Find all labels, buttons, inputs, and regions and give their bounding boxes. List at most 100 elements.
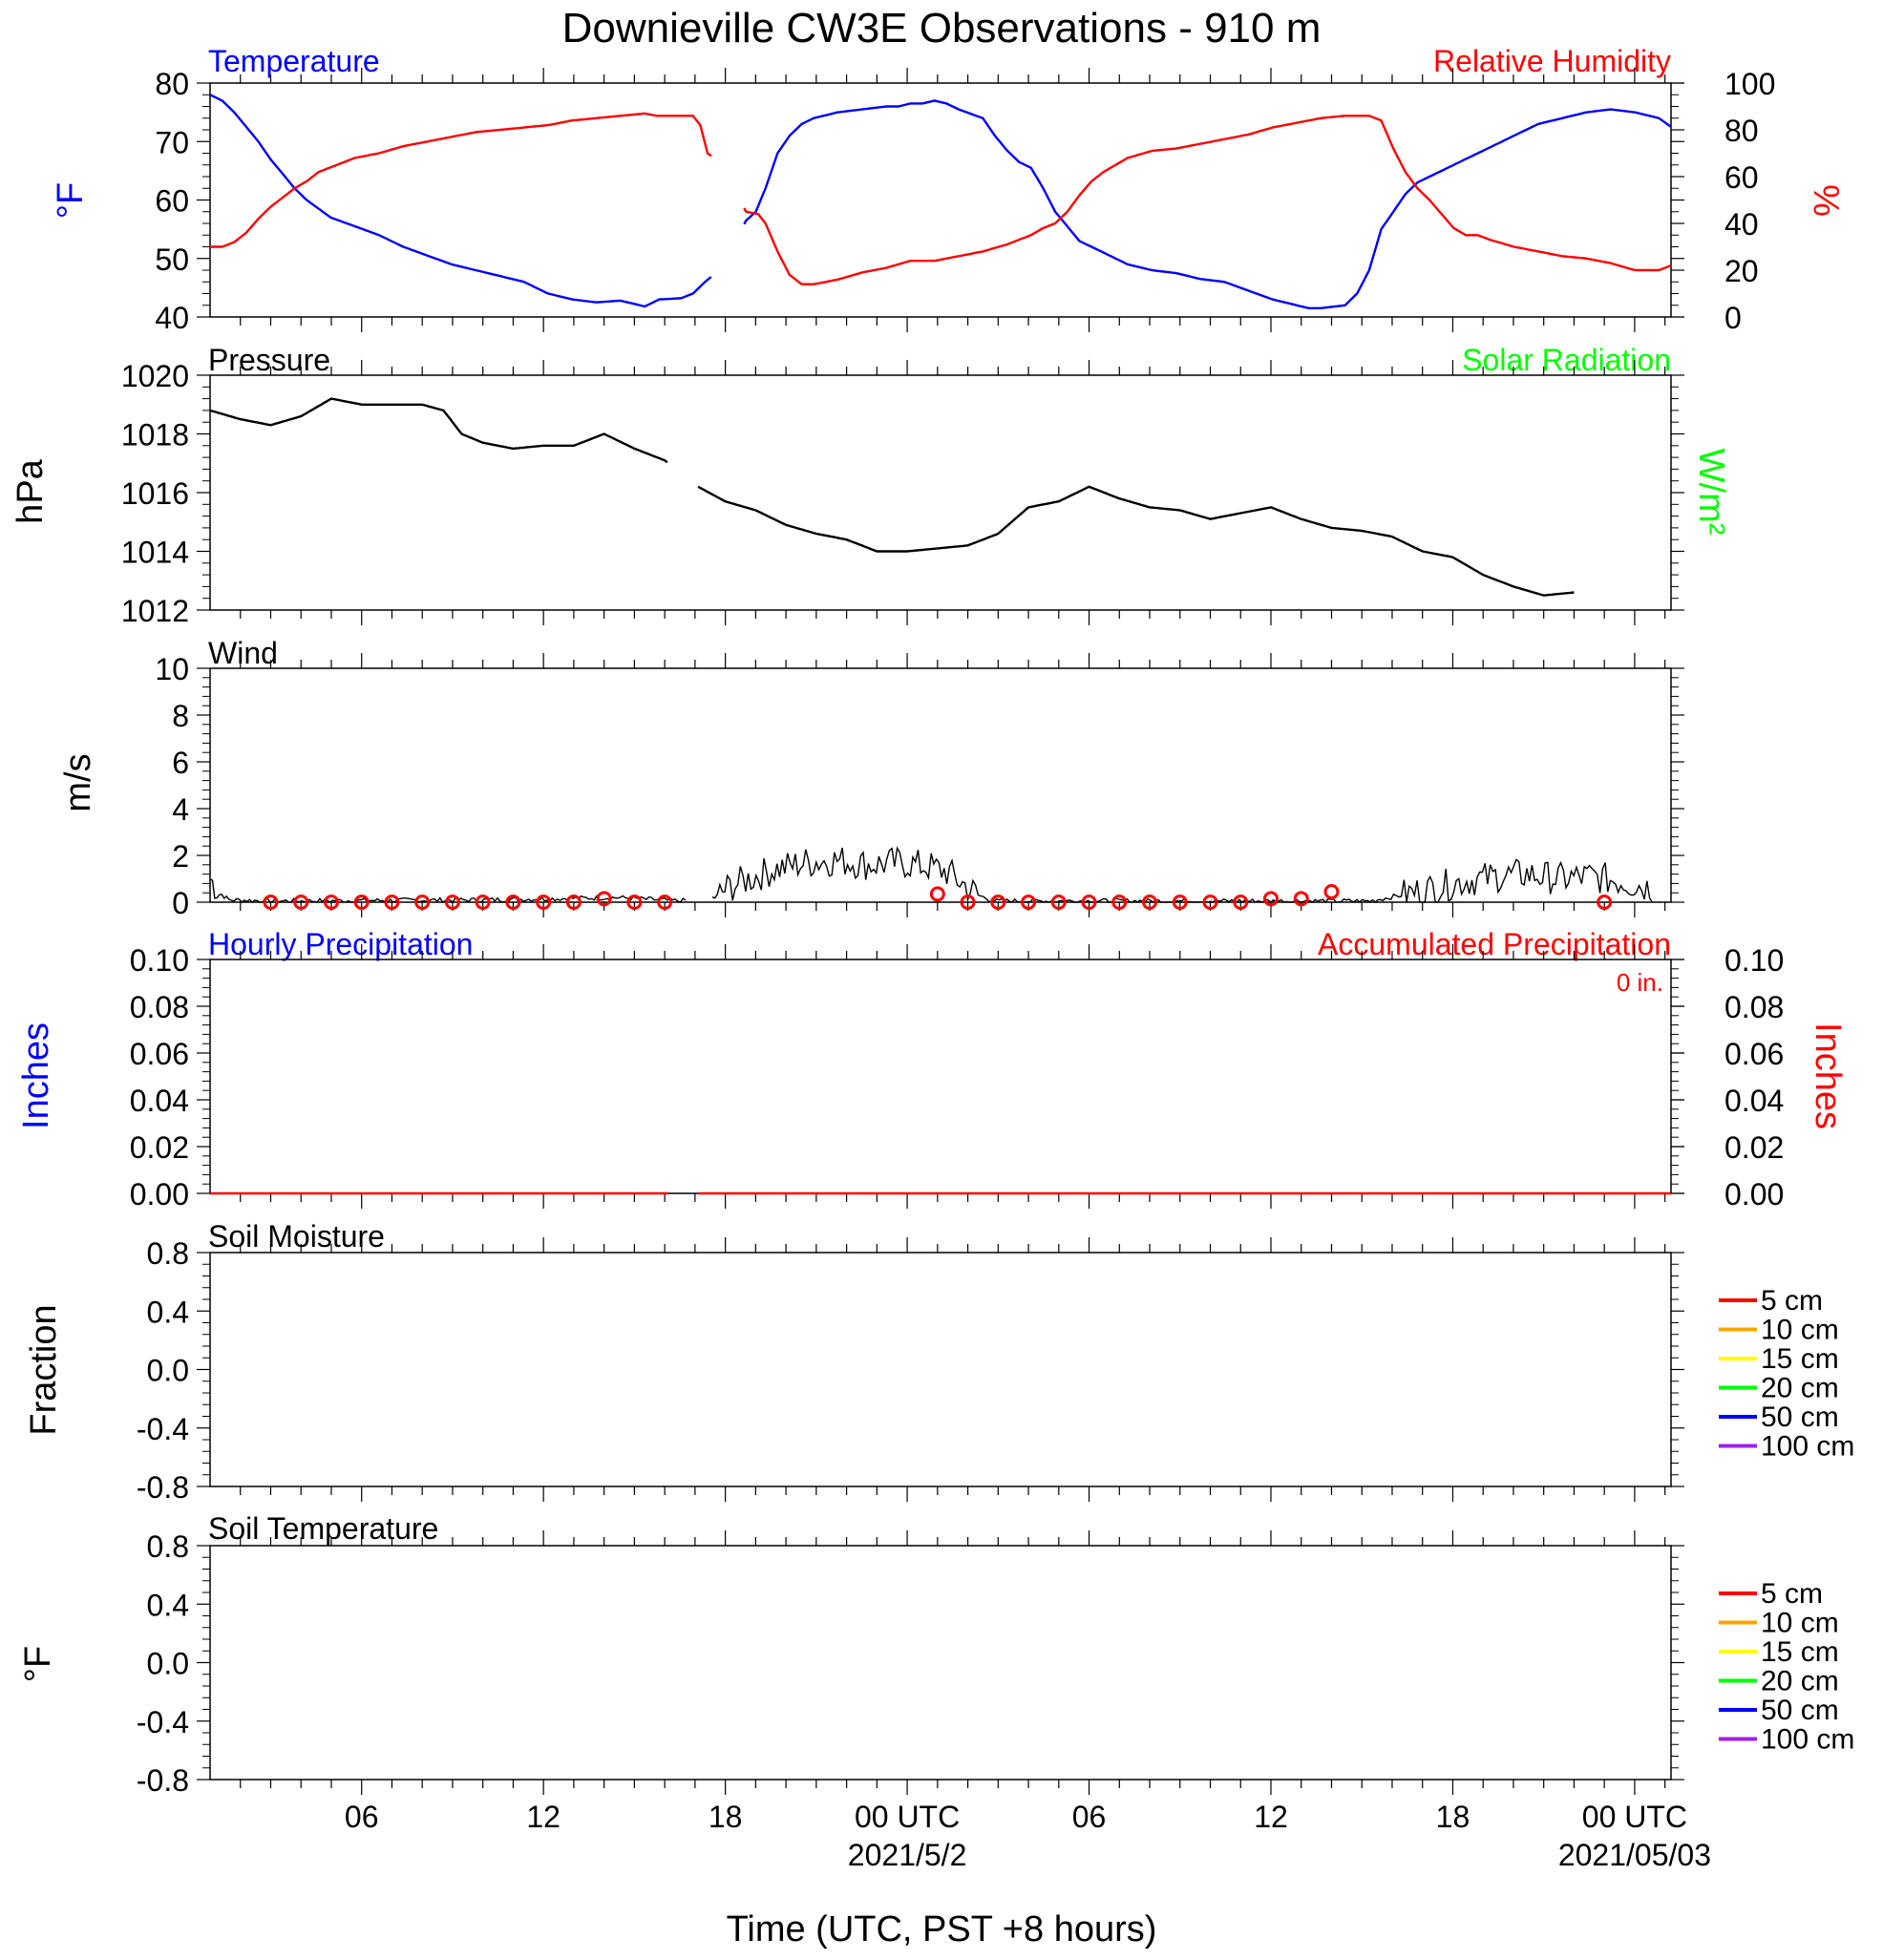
- humidity-unit: %: [1806, 184, 1846, 217]
- soil-temperature-legend-label: 15 cm: [1761, 1636, 1839, 1668]
- soil-moisture-legend-label: 10 cm: [1761, 1315, 1839, 1346]
- pressure-y-tick-label: 1012: [121, 594, 189, 628]
- gust-marker: [1597, 895, 1613, 910]
- date-label: 2021/05/03: [1558, 1838, 1711, 1872]
- precip-y-right-tick-label: 0.08: [1724, 990, 1784, 1024]
- wind-y-tick-label: 4: [172, 792, 189, 827]
- precip-y-tick-label: 0.02: [130, 1130, 189, 1165]
- soil_temp-y-tick-label: 0.8: [147, 1529, 189, 1564]
- hourly-precip-title: Hourly Precipitation: [208, 927, 473, 961]
- temp_rh-y-right-tick-label: 0: [1724, 301, 1742, 335]
- gust-marker: [990, 895, 1006, 910]
- soil_temp-y-tick-label: -0.4: [137, 1705, 189, 1739]
- gust-marker: [1142, 895, 1158, 910]
- temp_rh-y-tick-label: 50: [155, 242, 189, 277]
- gust-marker: [1081, 895, 1097, 910]
- soil-temperature-legend-label: 50 cm: [1761, 1695, 1839, 1726]
- temp_rh-y-tick-label: 80: [155, 67, 189, 101]
- gust-marker: [1021, 895, 1037, 910]
- humidity-title: Relative Humidity: [1433, 44, 1671, 78]
- soil-moisture-legend-label: 5 cm: [1761, 1285, 1823, 1317]
- temperature-title: Temperature: [208, 44, 380, 78]
- wind-unit: m/s: [58, 753, 98, 811]
- gust-marker: [1111, 895, 1128, 910]
- temp_rh-y-right-tick-label: 100: [1724, 67, 1775, 101]
- soil_temp-y-tick-label: 0.0: [147, 1647, 189, 1681]
- plot-area: 8070605040100806040200102010181016101410…: [121, 67, 1855, 1872]
- x-tick-label: 00 UTC: [1582, 1800, 1687, 1834]
- gust-marker: [626, 895, 643, 910]
- x-tick-label: 12: [526, 1800, 561, 1834]
- pressure-y-tick-label: 1020: [121, 359, 189, 393]
- gust-marker: [414, 895, 431, 910]
- gust-marker: [1293, 891, 1309, 907]
- soil_moisture-y-tick-label: 0.4: [147, 1295, 189, 1329]
- gust-marker: [960, 895, 976, 910]
- soil-moisture-legend-label: 20 cm: [1761, 1373, 1839, 1404]
- pressure-title: Pressure: [208, 343, 330, 377]
- precip-y-tick-label: 0.04: [130, 1084, 189, 1118]
- pressure-line: [209, 397, 1575, 597]
- pressure-y-tick-label: 1016: [121, 476, 189, 511]
- pressure-y-tick-label: 1018: [121, 418, 189, 453]
- humidity-line: [210, 112, 1672, 285]
- soil_temp-y-tick-label: 0.4: [147, 1588, 189, 1622]
- precip-y-right-tick-label: 0.04: [1724, 1084, 1784, 1118]
- soil-temperature-legend-label: 100 cm: [1761, 1724, 1854, 1756]
- soil-moisture-legend-label: 50 cm: [1761, 1402, 1839, 1433]
- temp_rh-y-right-tick-label: 60: [1724, 160, 1759, 195]
- soil_moisture-y-tick-label: -0.8: [137, 1470, 189, 1505]
- temp_rh-y-tick-label: 60: [155, 184, 189, 219]
- wind-y-tick-label: 6: [172, 746, 189, 780]
- gust-marker: [1233, 895, 1249, 910]
- gust-marker: [263, 895, 279, 910]
- soil_temp-frame: [209, 1545, 1672, 1781]
- precip-frame: [209, 959, 1672, 1194]
- precip-y-tick-label: 0.00: [130, 1177, 189, 1212]
- gust-marker: [1202, 895, 1218, 910]
- precip-y-right-tick-label: 0.06: [1724, 1037, 1784, 1071]
- gust-marker: [353, 895, 370, 910]
- x-tick-label: 06: [1072, 1800, 1107, 1834]
- precip-y-right-tick-label: 0.00: [1724, 1177, 1784, 1212]
- gust-marker: [323, 895, 339, 910]
- gust-marker: [657, 895, 673, 910]
- date-label: 2021/5/2: [848, 1838, 967, 1872]
- wind-title: Wind: [208, 636, 278, 670]
- soil-temperature-legend-label: 5 cm: [1761, 1578, 1823, 1610]
- gust-marker: [505, 895, 521, 910]
- temp_rh-y-tick-label: 70: [155, 125, 189, 159]
- soil-moisture-unit: Fraction: [24, 1304, 64, 1435]
- gust-marker: [565, 895, 582, 910]
- soil-moisture-legend-label: 100 cm: [1761, 1431, 1854, 1463]
- gust-marker: [475, 895, 491, 910]
- temp_rh-y-right-tick-label: 80: [1724, 114, 1759, 148]
- wind-frame: [209, 667, 1672, 903]
- gust-marker: [444, 895, 460, 910]
- temperature-unit: °F: [51, 182, 91, 219]
- soil-moisture-legend-label: 15 cm: [1761, 1343, 1839, 1375]
- precip-y-tick-label: 0.08: [130, 990, 189, 1024]
- chart-title: Downieville CW3E Observations - 910 m: [562, 5, 1322, 52]
- precip-right-unit: Inches: [1808, 1022, 1848, 1129]
- pressure-y-tick-label: 1014: [121, 536, 189, 570]
- temp_rh-y-tick-label: 40: [155, 301, 189, 335]
- wind-y-tick-label: 2: [172, 839, 189, 874]
- x-tick-label: 06: [345, 1800, 379, 1834]
- gust-marker: [536, 895, 552, 910]
- precip-y-right-tick-label: 0.10: [1724, 943, 1784, 978]
- temp_rh-frame: [209, 82, 1672, 318]
- precip-y-tick-label: 0.10: [130, 943, 189, 978]
- soil-moisture-title: Soil Moisture: [208, 1219, 385, 1254]
- x-axis-title: Time (UTC, PST +8 hours): [727, 1909, 1157, 1949]
- gust-marker: [1050, 895, 1067, 910]
- precip-y-tick-label: 0.06: [130, 1037, 189, 1071]
- gust-marker: [1172, 895, 1188, 910]
- soil_temp-y-tick-label: -0.8: [137, 1763, 189, 1798]
- soil_moisture-y-tick-label: 0.8: [147, 1236, 189, 1271]
- gust-marker: [1262, 891, 1279, 907]
- wind-y-tick-label: 8: [172, 699, 189, 733]
- gust-marker: [384, 895, 400, 910]
- temp_rh-y-right-tick-label: 20: [1724, 254, 1759, 288]
